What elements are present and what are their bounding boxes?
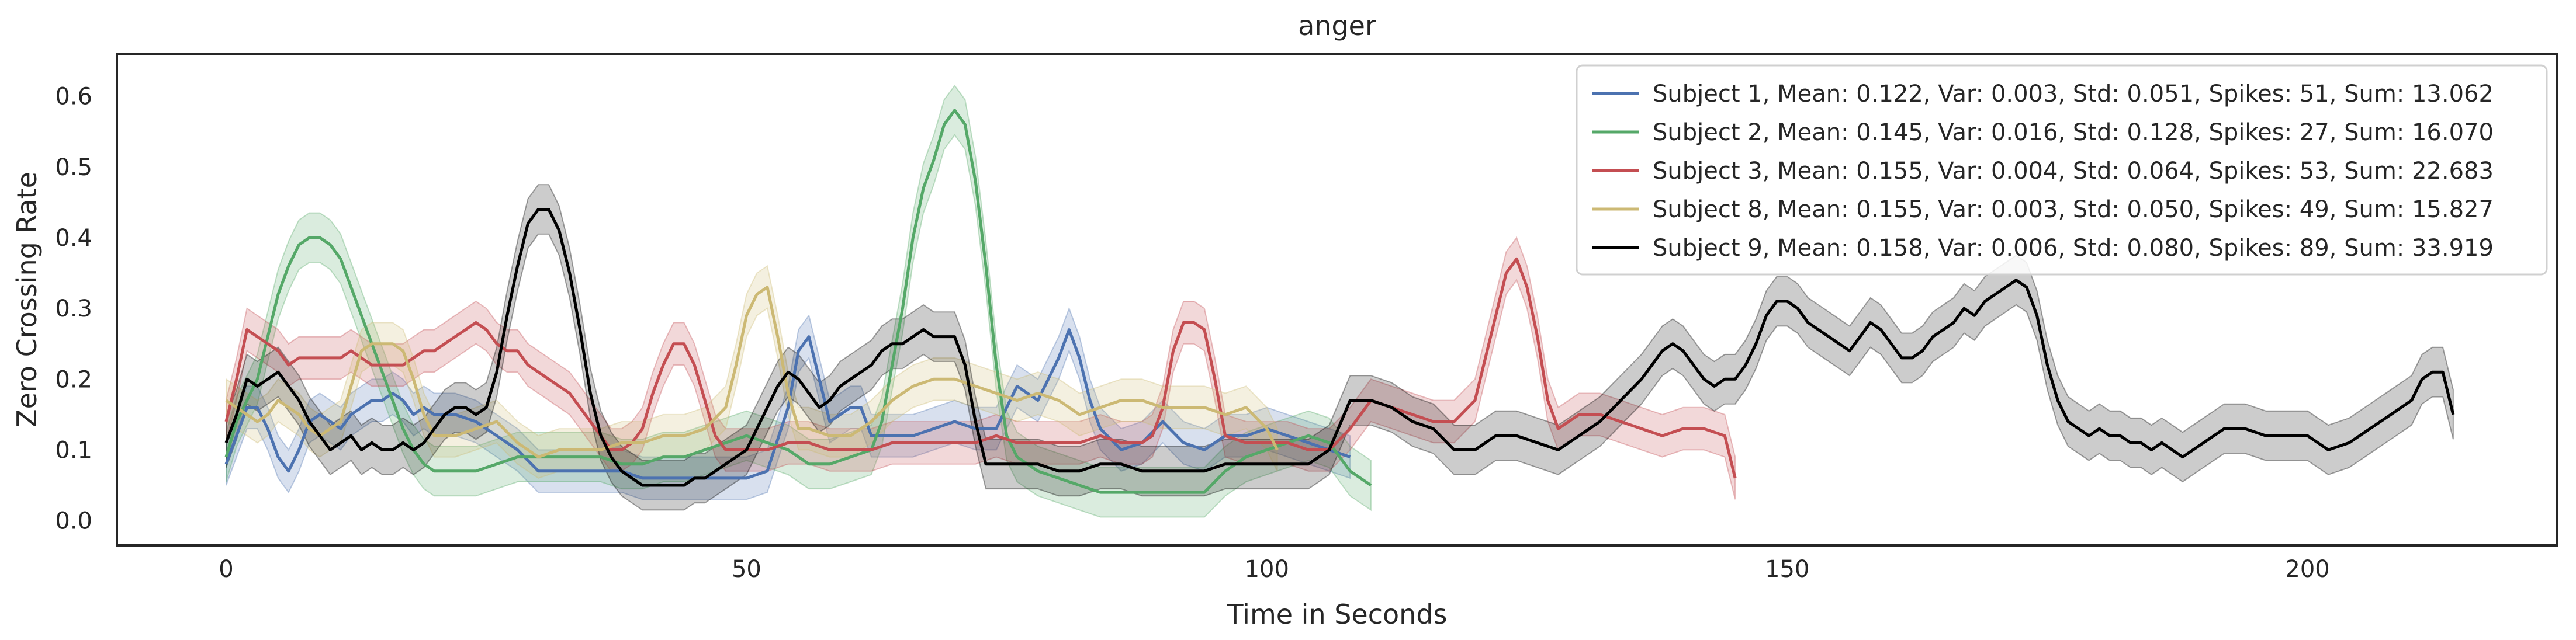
series-4-line — [225, 286, 1279, 459]
x-tick-label: 150 — [1765, 556, 1809, 583]
legend-entry: Subject 2, Mean: 0.145, Var: 0.016, Std:… — [1653, 119, 2494, 146]
series-5-band — [226, 184, 2454, 511]
y-tick-label: 0.1 — [55, 437, 92, 464]
series-2-band — [226, 84, 1372, 518]
plot-frame — [116, 53, 2558, 547]
legend-entry: Subject 3, Mean: 0.155, Var: 0.004, Std:… — [1653, 158, 2494, 185]
y-tick-label: 0.5 — [55, 154, 92, 181]
y-tick-label: 0.6 — [55, 84, 92, 110]
legend-entry: Subject 1, Mean: 0.122, Var: 0.003, Std:… — [1653, 81, 2494, 107]
legend-entry: Subject 9, Mean: 0.158, Var: 0.006, Std:… — [1653, 235, 2494, 262]
x-tick-label: 200 — [2285, 556, 2329, 583]
y-tick-label: 0.4 — [55, 225, 92, 252]
legend-box — [1576, 64, 2548, 276]
x-tick-label: 100 — [1245, 556, 1289, 583]
x-tick-label: 0 — [219, 556, 233, 583]
chart-title: anger — [1298, 10, 1376, 41]
x-axis-label: Time in Seconds — [1226, 599, 1447, 630]
legend: Subject 1, Mean: 0.122, Var: 0.003, Std:… — [1576, 64, 2548, 276]
x-axis-ticks: 0 50 100 150 200 — [219, 556, 2330, 583]
series-5-line — [224, 208, 2455, 487]
y-axis-label: Zero Crossing Rate — [11, 172, 43, 427]
y-tick-label: 0.2 — [55, 366, 92, 393]
legend-entry: Subject 8, Mean: 0.155, Var: 0.003, Std:… — [1653, 196, 2494, 223]
y-tick-label: 0.3 — [55, 295, 92, 322]
series-2-line — [224, 109, 1372, 494]
series-1-line — [224, 328, 1351, 480]
series-lines — [224, 109, 2455, 494]
x-tick-label: 50 — [732, 556, 761, 583]
y-tick-label: 0.0 — [55, 508, 92, 535]
y-axis-ticks: 0.0 0.1 0.2 0.3 0.4 0.5 0.6 — [55, 84, 92, 535]
